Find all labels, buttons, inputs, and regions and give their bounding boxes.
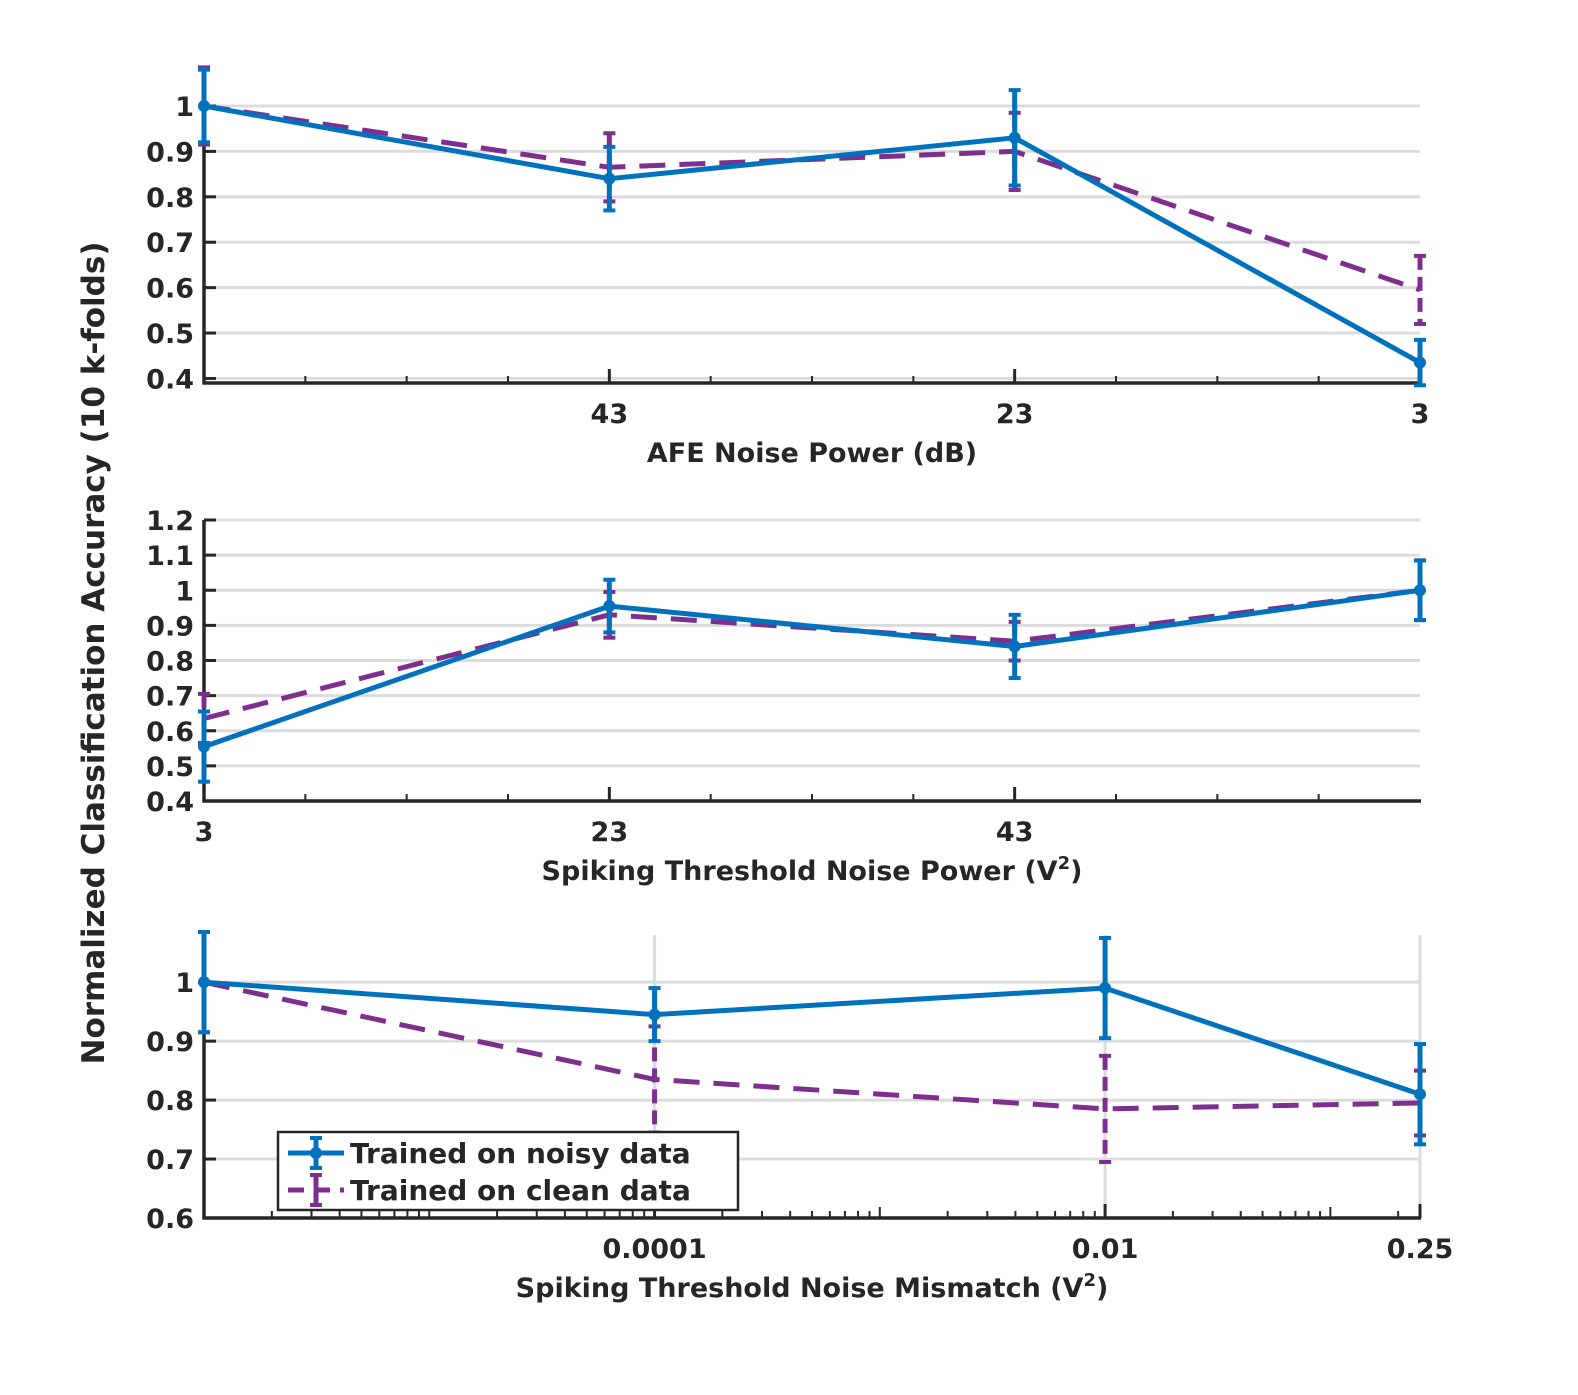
ytick-label: 0.7 (146, 1145, 194, 1176)
ytick-label: 0.9 (146, 611, 194, 642)
ytick-label: 0.8 (146, 183, 194, 214)
ytick-label: 0.9 (146, 137, 194, 168)
xtick-label: 3 (1411, 399, 1430, 430)
panel-2: 0.4 0.5 0.6 0.7 0.8 0.9 1 1.1 1.2 3 23 43 Spiking Th… (146, 506, 1426, 887)
ytick-label: 0.8 (146, 1086, 194, 1117)
series-noisy (198, 67, 1426, 388)
legend-label-noisy: Trained on noisy data (350, 1137, 691, 1170)
line-clean (203, 587, 1421, 721)
x-axis-label: Spiking Threshold Noise Mismatch (V2) (516, 1270, 1109, 1304)
point-noisy (1414, 584, 1426, 597)
xtick-label: 0.0001 (602, 1234, 706, 1265)
xtick-label: 0.25 (1387, 1234, 1454, 1265)
xtick-label: 3 (195, 817, 214, 848)
xtick-label: 43 (996, 817, 1034, 848)
ytick-label: 0.4 (146, 787, 194, 818)
line-noisy (203, 587, 1421, 749)
line-noisy (203, 103, 1422, 365)
series-clean (198, 930, 1426, 1164)
point-noisy (198, 100, 210, 112)
legend: Trained on noisy data Trained on clean d… (276, 1130, 740, 1212)
ytick-label: 0.5 (146, 319, 194, 350)
legend-marker (310, 1147, 322, 1159)
point-noisy (198, 976, 210, 989)
ytick-label: 0.4 (146, 364, 194, 395)
panel-1: 0.4 0.5 0.6 0.7 0.8 0.9 1 43 23 3 AFE Noise Power … (146, 65, 1430, 469)
ytick-label: 1 (175, 576, 194, 607)
legend-box (276, 1130, 740, 1212)
point-noisy (1008, 640, 1021, 653)
point-noisy (198, 740, 210, 753)
ytick-label: 1.1 (146, 541, 194, 572)
ytick-label: 1 (175, 92, 194, 123)
xtick-label: 43 (591, 399, 629, 430)
ytick-label: 1 (175, 968, 194, 999)
ytick-label: 0.8 (146, 647, 194, 678)
ytick-label: 0.5 (146, 752, 194, 783)
point-noisy (1099, 982, 1112, 995)
point-noisy (1008, 131, 1021, 144)
series-noisy (198, 930, 1426, 1147)
x-axis-label: Spiking Threshold Noise Power (V2) (542, 853, 1083, 887)
ytick-label: 0.9 (146, 1027, 194, 1058)
ytick-label: 0.7 (146, 228, 194, 259)
legend-label-clean: Trained on clean data (350, 1174, 691, 1207)
line-clean (203, 979, 1421, 1112)
ytick-label: 0.7 (146, 682, 194, 713)
ytick-label: 1.2 (146, 506, 194, 537)
plots: 0.4 0.5 0.6 0.7 0.8 0.9 1 43 23 3 AFE Noise Power … (146, 65, 1454, 1304)
point-noisy (648, 1008, 661, 1021)
xtick-label: 0.01 (1072, 1234, 1139, 1265)
series-clean (198, 558, 1426, 746)
xtick-label: 23 (591, 817, 629, 848)
xtick-label: 23 (996, 399, 1034, 430)
ytick-label: 0.6 (146, 717, 194, 748)
figure-ylabel: Normalized Classification Accuracy (10 k… (76, 242, 112, 1065)
point-noisy (1414, 356, 1426, 369)
x-axis-label: AFE Noise Power (dB) (647, 438, 977, 469)
point-noisy (603, 172, 616, 185)
line-noisy (203, 979, 1421, 1097)
legend-sample-noisy (288, 1136, 344, 1170)
panel-3: 0.6 0.7 0.8 0.9 1 0.0001 0.01 0.25 Spiking Thres… (146, 930, 1454, 1304)
point-noisy (603, 600, 616, 613)
series-noisy (198, 558, 1426, 784)
ytick-label: 0.6 (146, 1204, 194, 1235)
legend-sample-clean (288, 1173, 344, 1207)
ytick-label: 0.6 (146, 274, 194, 305)
point-noisy (1414, 1088, 1426, 1101)
